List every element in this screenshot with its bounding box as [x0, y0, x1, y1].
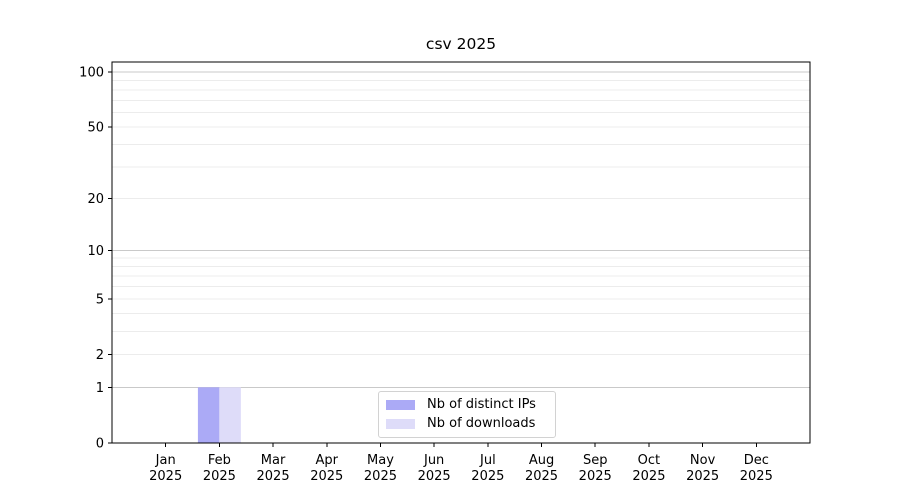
x-tick-label-year: 2025	[257, 469, 290, 484]
bar-feb-series0	[197, 387, 220, 443]
legend: Nb of distinct IPs Nb of downloads	[378, 391, 556, 438]
x-tick-label-month: Apr	[316, 453, 339, 468]
y-tick-label: 10	[87, 244, 104, 259]
x-tick-label-month: Oct	[638, 453, 660, 468]
x-tick-label-year: 2025	[579, 469, 612, 484]
x-tick-label-year: 2025	[203, 469, 236, 484]
bar-feb-series1	[219, 387, 241, 443]
x-tick-label-year: 2025	[632, 469, 665, 484]
x-tick-label-month: Feb	[208, 453, 231, 468]
x-tick-label-month: May	[367, 453, 394, 468]
legend-label-downloads: Nb of downloads	[427, 416, 536, 431]
x-tick-label-month: Dec	[744, 453, 769, 468]
x-tick-label-month: Jul	[479, 453, 496, 468]
x-tick-label-year: 2025	[149, 469, 182, 484]
x-tick-label-year: 2025	[310, 469, 343, 484]
x-tick-label-year: 2025	[740, 469, 773, 484]
y-tick-label: 50	[87, 120, 104, 135]
x-tick-label-year: 2025	[471, 469, 504, 484]
x-tick-label-year: 2025	[686, 469, 719, 484]
y-tick-label: 1	[96, 381, 104, 396]
x-tick-label-month: Jun	[423, 453, 444, 468]
legend-item-downloads: Nb of downloads	[386, 416, 555, 432]
x-tick-label-month: Aug	[529, 453, 554, 468]
legend-swatch-downloads	[386, 418, 415, 429]
y-tick-label: 20	[87, 192, 104, 207]
legend-swatch-distinct-ips	[386, 400, 415, 411]
plot-border	[111, 61, 811, 444]
x-tick-label-year: 2025	[525, 469, 558, 484]
y-tick-label: 0	[96, 437, 104, 452]
y-tick-label: 100	[79, 66, 104, 81]
x-tick-label-month: Nov	[690, 453, 716, 468]
y-tick-label: 5	[96, 292, 104, 307]
legend-item-distinct-ips: Nb of distinct IPs	[386, 397, 555, 413]
y-tick-label: 2	[96, 348, 104, 363]
legend-label-distinct-ips: Nb of distinct IPs	[427, 397, 536, 413]
x-tick-label-month: Jan	[155, 453, 176, 468]
x-tick-label-month: Mar	[261, 453, 286, 468]
chart-title: csv 2025	[425, 35, 497, 53]
x-tick-label-month: Sep	[583, 453, 608, 468]
x-tick-label-year: 2025	[418, 469, 451, 484]
x-tick-label-year: 2025	[364, 469, 397, 484]
